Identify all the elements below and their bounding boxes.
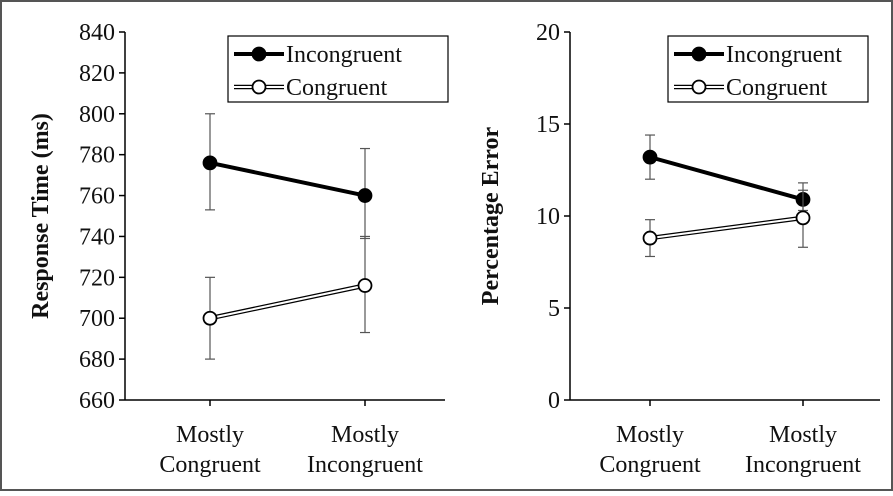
y-tick-label: 800: [79, 102, 115, 128]
series-line: [209, 284, 366, 320]
series-line: [649, 155, 804, 202]
x-tick-label: Incongruent: [307, 452, 423, 478]
y-tick-label: 20: [536, 20, 560, 46]
y-tick-label: 720: [79, 265, 115, 291]
y-axis-title: Response Time (ms): [28, 113, 54, 319]
series-line: [649, 216, 804, 240]
data-point: [357, 188, 373, 203]
y-tick-label: 5: [548, 296, 560, 322]
y-axis-title: Percentage Error: [478, 126, 504, 305]
x-tick-label: Congruent: [599, 452, 701, 478]
legend-marker: [251, 79, 267, 95]
legend-label: Congruent: [286, 75, 388, 101]
x-tick-label: Incongruent: [745, 452, 861, 478]
y-tick-label: 700: [79, 306, 115, 332]
legend-label: Congruent: [726, 75, 828, 101]
legend-marker: [691, 79, 707, 95]
legend-label: Incongruent: [286, 42, 402, 68]
y-tick-label: 780: [79, 143, 115, 169]
legend-label: Incongruent: [726, 42, 842, 68]
series-line: [209, 160, 366, 198]
chart-panel-1: 660 680 700 720 740 760 780 800 820 840 Mostly Cong…: [28, 20, 449, 478]
y-tick-label: 840: [79, 20, 115, 46]
x-tick-label: Congruent: [159, 452, 261, 478]
data-point: [202, 155, 218, 171]
y-tick-label: 820: [79, 61, 115, 87]
x-tick-label: Mostly: [769, 422, 837, 448]
series-incongruent: [202, 113, 373, 240]
series-congruent: [642, 189, 811, 258]
series-incongruent: [642, 134, 811, 212]
legend: Incongruent Congruent: [227, 35, 449, 103]
x-tick-label: Mostly: [616, 422, 684, 448]
data-point: [642, 149, 658, 165]
y-tick-label: 15: [536, 112, 560, 138]
y-tick-label: 680: [79, 347, 115, 373]
y-tick-label: 760: [79, 184, 115, 210]
y-tick-label: 0: [548, 388, 560, 414]
legend: Incongruent Congruent: [667, 35, 869, 103]
legend-marker: [251, 46, 267, 62]
data-point: [795, 210, 811, 226]
data-point: [202, 310, 218, 326]
chart-panel-2: 0 5 10 15 20 Mostly Congruent Mostly Incongruent…: [478, 20, 880, 478]
series-congruent: [202, 235, 373, 360]
x-tick-label: Mostly: [176, 422, 244, 448]
x-tick-label: Mostly: [331, 422, 399, 448]
y-tick-label: 740: [79, 224, 115, 250]
y-tick-label: 10: [536, 204, 560, 230]
legend-marker: [691, 46, 707, 62]
data-point: [357, 278, 373, 293]
data-point: [642, 230, 658, 246]
y-tick-label: 660: [79, 388, 115, 414]
